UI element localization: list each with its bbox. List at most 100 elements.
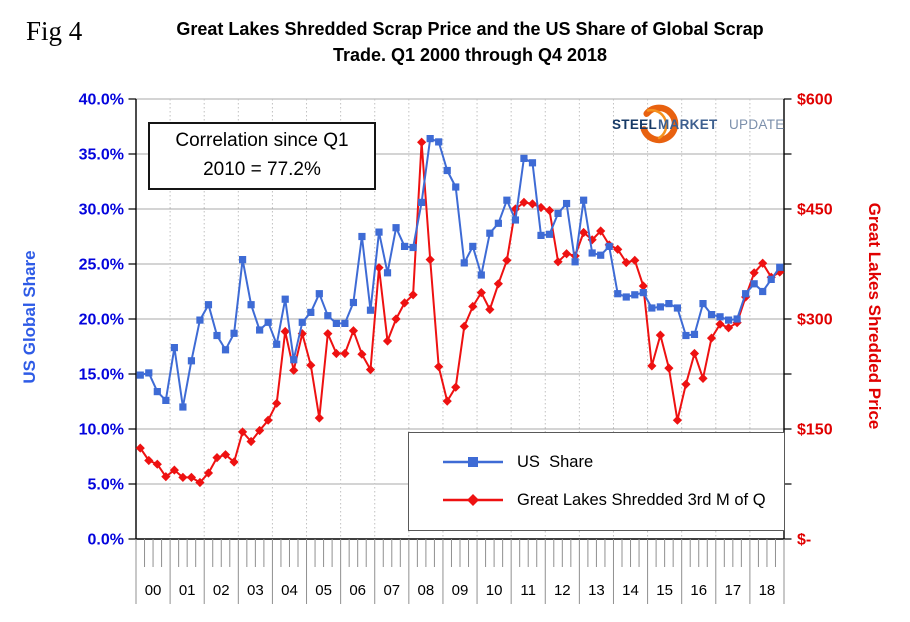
price-marker [331,348,341,359]
price-marker [161,472,171,482]
us-share-marker [699,300,707,308]
year-label: 16 [690,582,707,599]
price-marker [647,361,657,371]
price-marker [425,255,435,265]
smu-logo-swoosh-icon [640,104,679,144]
us-share-marker [759,287,767,296]
price-marker [706,333,717,343]
us-share-marker [622,293,630,301]
us-share-marker [273,340,281,348]
price-marker [723,323,734,333]
price-marker [272,398,282,408]
us-share-marker [639,289,647,297]
us-share-marker [392,224,400,232]
us-share-marker [153,388,161,396]
price-marker [451,382,461,392]
right-tick-label: $450 [797,202,833,219]
year-label: 18 [759,582,776,599]
price-marker [417,137,427,147]
price-marker [246,436,256,447]
us-share-marker [324,312,332,320]
price-marker [775,267,785,277]
price-marker [152,459,162,469]
price-marker [442,396,452,406]
year-label: 00 [145,582,162,599]
price-marker [715,319,725,329]
chart-title-line2: Trade. Q1 2000 through Q4 2018 [332,45,608,65]
us-share-marker [281,295,289,303]
price-marker [408,290,418,300]
price-marker [553,257,563,267]
us-share-marker [580,196,588,204]
price-marker [689,348,700,359]
year-label: 15 [656,582,673,599]
price-marker [340,348,350,359]
legend-item-price: Great Lakes Shredded 3rd M of Q [409,481,784,519]
year-label: 07 [383,582,400,599]
right-tick-label: $300 [797,312,833,329]
us-share-marker [238,256,247,264]
price-marker [374,263,384,273]
us-share-marker [460,259,468,267]
us-share-marker [486,229,494,237]
fig-label: Fig 4 [26,16,83,46]
price-marker [527,199,538,209]
price-marker [220,450,231,460]
us-share-legend-marker-icon [443,457,503,467]
price-marker [135,443,145,453]
us-share-marker [554,209,562,217]
year-label: 12 [554,582,571,599]
us-share-marker [452,183,460,191]
price-line [139,141,781,484]
us-share-marker [145,369,153,377]
price-marker [493,279,503,289]
us-share-marker [477,271,485,279]
legend-label-us-share: US Share [517,452,594,471]
us-share-marker [375,228,383,236]
year-label: 14 [622,582,639,599]
price-marker [314,413,324,423]
price-marker [365,365,376,375]
price-marker [434,362,444,372]
left-axis-title: US Global Share [20,250,39,384]
us-share-marker [537,231,545,239]
price-marker [621,257,631,268]
us-share-marker [187,357,196,365]
price-marker [638,281,648,291]
left-tick-label: 20.0% [79,312,124,329]
us-share-marker [776,263,784,271]
us-share-marker [221,346,230,354]
us-share-marker [724,316,733,324]
us-share-marker [247,301,255,309]
us-share-marker [707,311,716,319]
year-label: 17 [724,582,741,599]
us-share-marker [204,301,213,309]
price-marker [485,304,495,315]
legend: US Share Great Lakes Shredded 3rd M of Q [408,432,785,531]
year-label: 03 [247,582,264,599]
us-share-marker [631,291,639,299]
left-tick-label: 25.0% [79,257,124,274]
us-share-marker [767,275,775,283]
price-marker [749,268,759,278]
price-marker [144,455,154,466]
price-marker [519,197,529,207]
price-marker [229,457,239,467]
price-marker [476,288,486,298]
year-label: 04 [281,582,298,599]
price-marker [459,321,469,331]
year-label: 11 [520,582,536,599]
us-share-marker [256,326,264,334]
us-share-marker [665,300,673,308]
us-share-marker [503,196,511,204]
year-label: 08 [418,582,435,599]
right-axis-title: Great Lakes Shredded Price [865,202,884,430]
us-share-marker [315,290,323,298]
us-share-marker [358,232,366,241]
year-label: 05 [315,582,332,599]
us-share-marker [435,138,443,146]
us-share-marker [170,344,178,352]
us-share-marker [418,198,426,206]
year-label: 01 [179,582,196,599]
